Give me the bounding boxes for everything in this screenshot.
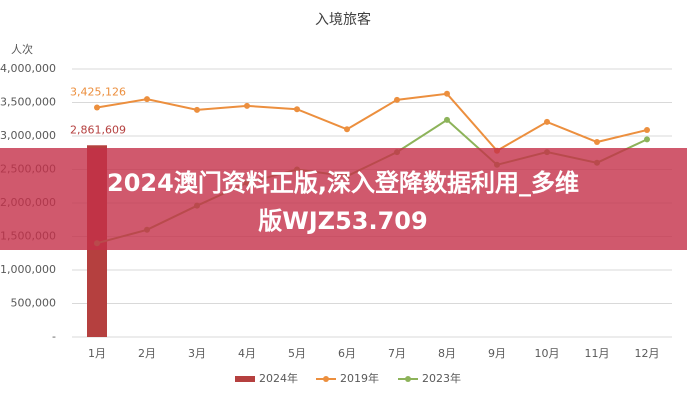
y-tick-label: 3,000,000 [0, 129, 56, 142]
y-axis-label: 人次 [11, 42, 33, 56]
data-label: 3,425,126 [70, 86, 126, 99]
point [194, 106, 200, 113]
y-tick-label: 3,500,000 [0, 96, 56, 109]
x-tick-label: 8月 [438, 347, 456, 360]
legend-swatch [235, 376, 255, 382]
line [96, 92, 648, 153]
x-tick-label: 6月 [338, 347, 356, 360]
point [244, 102, 250, 109]
point [294, 106, 300, 113]
legend-swatch [323, 376, 329, 382]
banner [0, 148, 687, 250]
legend-swatch [405, 376, 411, 382]
y-tick-label: - [52, 330, 56, 343]
chart-title: 入境旅客 [315, 11, 371, 28]
point [644, 126, 650, 133]
x-tick-label: 2月 [138, 347, 156, 360]
point [444, 90, 450, 97]
banner-text: 2024澳门资料正版,深入登降数据利用_多维 [107, 169, 579, 197]
x-tick-label: 1月 [88, 347, 106, 360]
banner-text: 版WJZ53.709 [258, 207, 427, 235]
point [644, 136, 650, 143]
y-tick-label: 4,000,000 [0, 62, 56, 75]
data-label: 2,861,609 [70, 123, 126, 136]
x-tick-label: 4月 [238, 347, 256, 360]
y-tick-label: 1,000,000 [0, 263, 56, 276]
point [344, 126, 350, 133]
point [394, 96, 400, 103]
x-tick-label: 9月 [488, 347, 506, 360]
x-tick-label: 3月 [188, 347, 206, 360]
x-tick-label: 11月 [585, 347, 610, 360]
point [544, 118, 550, 125]
legend-label: 2019年 [340, 371, 379, 385]
x-tick-label: 12月 [635, 347, 660, 360]
y-tick-label: 500,000 [11, 297, 57, 310]
point [144, 96, 150, 103]
legend-label: 2024年 [259, 371, 298, 385]
x-tick-label: 10月 [535, 347, 560, 360]
legend-label: 2023年 [422, 371, 461, 385]
point [94, 104, 100, 111]
point [444, 116, 450, 123]
x-tick-label: 7月 [388, 347, 406, 360]
x-tick-label: 5月 [288, 347, 306, 360]
point [594, 139, 600, 146]
